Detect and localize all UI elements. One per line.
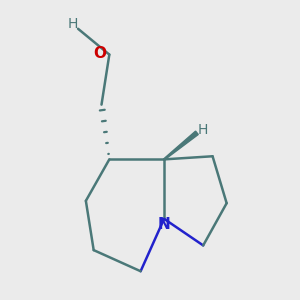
Text: H: H xyxy=(198,123,208,137)
Text: N: N xyxy=(158,217,170,232)
Text: O: O xyxy=(93,46,106,61)
Polygon shape xyxy=(164,131,198,160)
Text: H: H xyxy=(68,17,78,31)
